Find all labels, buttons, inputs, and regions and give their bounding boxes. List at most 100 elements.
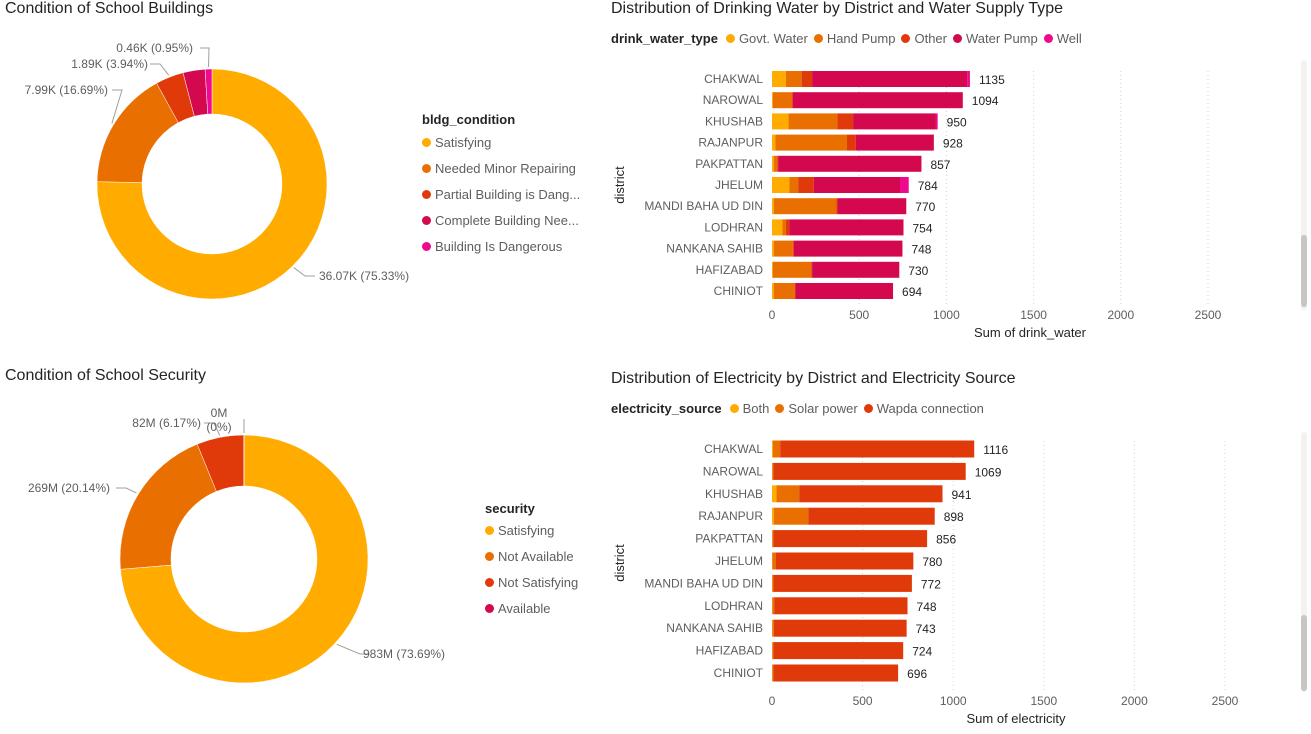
bar-segment-hand-pump[interactable] [789, 177, 799, 193]
bar-segment-solar-power[interactable] [772, 664, 774, 682]
legend-item[interactable]: Needed Minor Repairing [422, 161, 576, 176]
legend-item[interactable]: Govt. Water [725, 31, 808, 46]
bar-segment-govt-water[interactable] [772, 261, 773, 278]
bar-segment-solar-power[interactable] [772, 619, 774, 637]
buildings-donut-chart[interactable]: 36.07K (75.33%) 7.99K (16.69%) 1.89K (3.94… [0, 30, 600, 330]
bar-segment-solar-power[interactable] [772, 440, 781, 458]
bar-segment-wapda-connection[interactable] [775, 552, 914, 570]
bar-segment-govt-water[interactable] [772, 240, 774, 257]
bar-segment-water-pump[interactable] [778, 155, 922, 172]
legend-item[interactable]: Hand Pump [813, 31, 895, 46]
legend-item[interactable]: Both [729, 401, 769, 416]
bar-segment-hand-pump[interactable] [782, 219, 786, 236]
electricity-bar-chart[interactable]: 0 500 1000 1500 2000 2500 Sum of electricity di… [600, 425, 1300, 734]
bar-segment-other[interactable] [846, 134, 856, 151]
bar-segment-wapda-connection[interactable] [808, 507, 935, 525]
water-bar-chart[interactable]: 0 500 1000 1500 2000 2500 Sum of drink_water di… [600, 55, 1300, 350]
bar-segment-wapda-connection[interactable] [773, 619, 907, 637]
bar-segment-solar-power[interactable] [772, 574, 774, 592]
donut-slice-not-available[interactable] [119, 443, 217, 570]
security-donut-chart[interactable]: 983M (73.69%) 269M (20.14%) 82M (6.17%) 0M(… [0, 395, 600, 734]
legend-item[interactable]: Building Is Dangerous [422, 239, 562, 254]
bar-segment-hand-pump[interactable] [788, 113, 838, 130]
bar-segment-other[interactable] [811, 261, 813, 278]
bar-segment-hand-pump[interactable] [773, 155, 778, 172]
bar-segment-well[interactable] [900, 177, 909, 193]
legend-item[interactable]: Satisfying [422, 135, 491, 150]
legend-item[interactable]: Well [1043, 31, 1082, 46]
legend-item[interactable]: Wapda connection [863, 401, 984, 416]
electricity-scrollbar-thumb[interactable] [1301, 615, 1307, 691]
bar-segment-water-pump[interactable] [812, 71, 968, 87]
bar-segment-wapda-connection[interactable] [773, 462, 966, 480]
bar-segment-water-pump[interactable] [853, 113, 936, 130]
bar-segment-wapda-connection[interactable] [773, 574, 912, 592]
bar-segment-other[interactable] [794, 283, 796, 299]
bar-segment-govt-water[interactable] [772, 92, 773, 109]
bar-segment-both[interactable] [772, 440, 773, 458]
bar-segment-solar-power[interactable] [772, 462, 774, 480]
bar-segment-govt-water[interactable] [772, 283, 774, 299]
bar-segment-wapda-connection[interactable] [773, 530, 928, 548]
water-scrollbar-thumb[interactable] [1301, 235, 1307, 307]
bar-segment-well[interactable] [967, 71, 970, 87]
bar-segment-hand-pump[interactable] [773, 283, 795, 299]
bar-segment-govt-water[interactable] [772, 113, 789, 130]
legend-item[interactable]: Not Satisfying [485, 575, 578, 590]
bar-segment-hand-pump[interactable] [775, 134, 847, 151]
bar-segment-water-pump[interactable] [793, 240, 903, 257]
water-scrollbar[interactable] [1301, 60, 1307, 310]
bar-segment-solar-power[interactable] [772, 552, 776, 570]
bar-segment-other[interactable] [836, 198, 838, 215]
bar-segment-wapda-connection[interactable] [773, 642, 904, 660]
bar-segment-wapda-connection[interactable] [780, 440, 975, 458]
bar-segment-water-pump[interactable] [792, 92, 963, 109]
bar-segment-hand-pump[interactable] [773, 240, 793, 257]
legend-item[interactable]: Available [485, 601, 551, 616]
bar-segment-other[interactable] [837, 113, 854, 130]
bar-segment-solar-power[interactable] [772, 597, 775, 615]
bar-segment-well[interactable] [935, 113, 938, 130]
bar-segment-wapda-connection[interactable] [799, 485, 943, 503]
donut-slice-building-is-dangerous[interactable] [204, 68, 213, 115]
bar-segment-water-pump[interactable] [789, 219, 904, 236]
donut-slice-satisfying[interactable] [96, 68, 328, 300]
bar-segment-govt-water[interactable] [772, 155, 774, 172]
bar-segment-wapda-connection[interactable] [773, 664, 899, 682]
bar-segment-other[interactable] [792, 92, 793, 109]
bar-segment-other[interactable] [785, 219, 790, 236]
bar-segment-wapda-connection[interactable] [774, 597, 908, 615]
electricity-scrollbar[interactable] [1301, 432, 1307, 692]
legend-item[interactable]: Other [901, 31, 947, 46]
bar-segment-govt-water[interactable] [772, 219, 783, 236]
bar-segment-other[interactable] [777, 155, 779, 172]
bar-segment-both[interactable] [772, 507, 774, 525]
bar-segment-hand-pump[interactable] [785, 71, 802, 87]
bar-segment-water-pump[interactable] [812, 261, 900, 278]
bar-segment-hand-pump[interactable] [772, 261, 812, 278]
bar-segment-govt-water[interactable] [772, 198, 774, 215]
legend-item[interactable]: Complete Building Nee... [422, 213, 579, 228]
legend-item[interactable]: Satisfying [485, 523, 554, 538]
bar-segment-water-pump[interactable] [795, 283, 894, 299]
bar-segment-solar-power[interactable] [776, 485, 800, 503]
legend-item[interactable]: Solar power [775, 401, 858, 416]
bar-segment-solar-power[interactable] [773, 507, 809, 525]
legend-item[interactable]: Not Available [485, 549, 574, 564]
bar-segment-other[interactable] [792, 240, 794, 257]
bar-segment-both[interactable] [772, 485, 777, 503]
bar-segment-other[interactable] [801, 71, 813, 87]
bar-segment-solar-power[interactable] [772, 642, 774, 660]
bar-segment-other[interactable] [798, 177, 814, 193]
bar-segment-hand-pump[interactable] [773, 198, 837, 215]
legend-item[interactable]: Water Pump [952, 31, 1038, 46]
bar-segment-govt-water[interactable] [772, 71, 786, 87]
bar-segment-water-pump[interactable] [813, 177, 901, 193]
donut-slice-satisfying[interactable] [120, 434, 369, 684]
bar-segment-water-pump[interactable] [855, 134, 934, 151]
bar-segment-solar-power[interactable] [772, 530, 774, 548]
bar-segment-govt-water[interactable] [772, 134, 776, 151]
bar-segment-govt-water[interactable] [772, 177, 790, 193]
bar-segment-water-pump[interactable] [837, 198, 907, 215]
bar-segment-hand-pump[interactable] [772, 92, 793, 109]
